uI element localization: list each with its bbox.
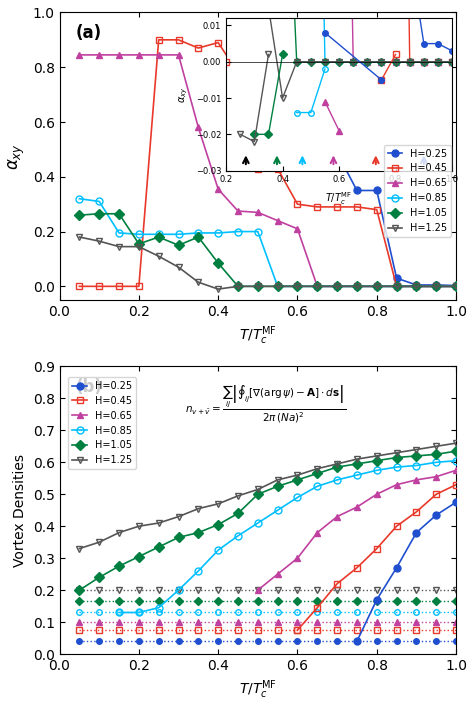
Legend: H=0.25, H=0.45, H=0.65, H=0.85, H=1.05, H=1.25: H=0.25, H=0.45, H=0.65, H=0.85, H=1.05, … <box>384 144 451 236</box>
X-axis label: $T/T_c^{\mathrm{MF}}$: $T/T_c^{\mathrm{MF}}$ <box>239 678 277 701</box>
Text: (b): (b) <box>75 378 102 396</box>
Text: $n_{v+\bar{v}} = \dfrac{\sum_{ij}\left|\oint_{ij}[\nabla(\arg\psi)-\mathbf{A}]\c: $n_{v+\bar{v}} = \dfrac{\sum_{ij}\left|\… <box>185 384 346 425</box>
Y-axis label: Vortex Densities: Vortex Densities <box>13 454 27 566</box>
X-axis label: $T/T_c^{\mathrm{MF}}$: $T/T_c^{\mathrm{MF}}$ <box>239 324 277 347</box>
Y-axis label: $\alpha_{xy}$: $\alpha_{xy}$ <box>7 143 27 170</box>
Text: (a): (a) <box>75 24 101 42</box>
Legend: H=0.25, H=0.45, H=0.65, H=0.85, H=1.05, H=1.25: H=0.25, H=0.45, H=0.65, H=0.85, H=1.05, … <box>68 377 136 469</box>
